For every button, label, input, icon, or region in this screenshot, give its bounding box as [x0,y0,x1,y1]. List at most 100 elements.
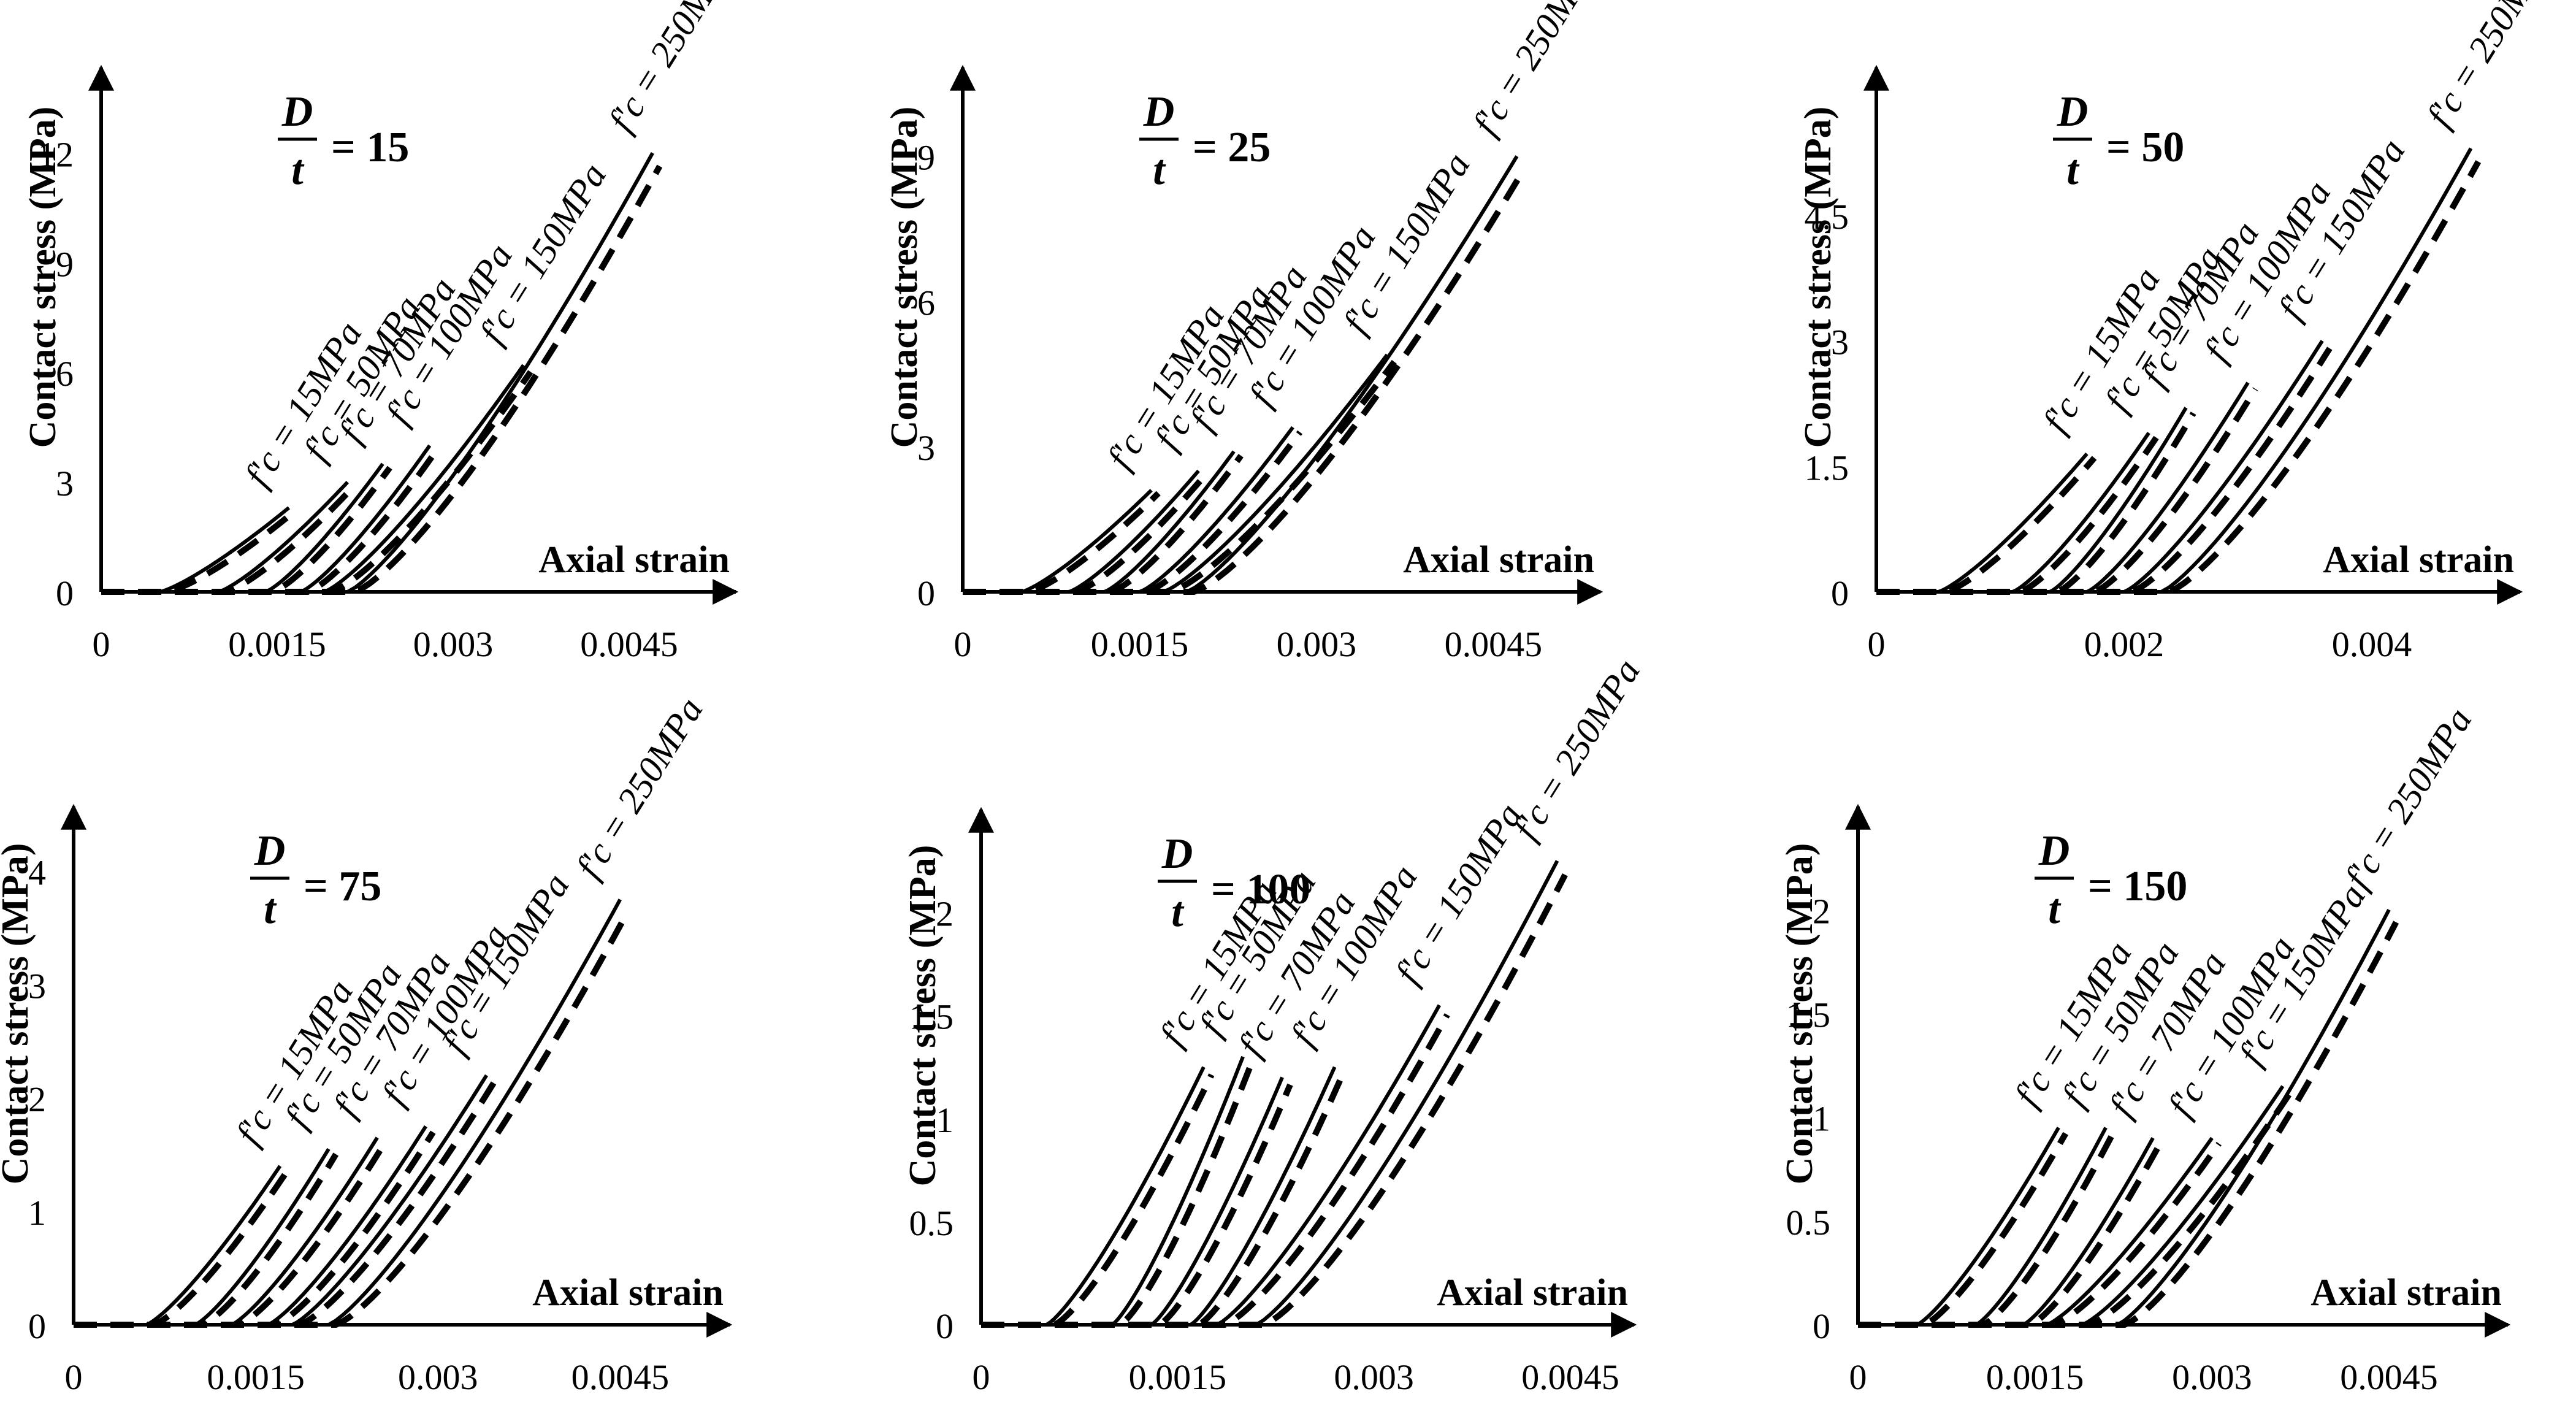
x-axis-label: Axial strain [2310,1272,2502,1314]
series-3: f'c = 70MPa [1858,944,2234,1328]
curve-dashed [1876,387,2258,595]
series-label: f'c = 250MPa [568,691,711,886]
x-tick-label: 0.003 [398,1357,478,1397]
x-tick-label: 0.0015 [207,1357,305,1397]
curve-dashed [74,911,630,1328]
series-1: f'c = 15MPa [1876,261,2168,595]
curve-solid [1858,1137,2155,1327]
y-tick-label: 4 [28,852,46,892]
y-tick-label: 1 [1813,1099,1830,1139]
series-1: f'c = 15MPa [1858,934,2139,1328]
curve-solid [1876,340,2324,594]
title-numerator: D [1161,830,1193,878]
curve-solid [1858,909,2391,1327]
series-3: f'c = 70MPa [981,884,1363,1328]
curve-solid [74,1165,282,1327]
x-axis-label: Axial strain [2323,539,2514,581]
curve-dashed [101,465,392,595]
title-denominator: t [264,886,277,933]
x-tick-label: 0.003 [1277,624,1357,664]
curve-solid [981,1055,1245,1327]
panel-title: Dt = 100 [1158,830,1310,936]
panel-title: Dt = 75 [250,827,381,933]
curve-dashed [1858,1132,2116,1328]
curve-dashed [101,508,298,595]
y-axis-label: Contact stress (MPa) [884,107,925,448]
curve-solid [101,506,291,594]
series-2: f'c = 50MPa [981,864,1324,1328]
x-tick-label: 0 [1849,1357,1867,1397]
curve-dashed [981,1073,1345,1328]
curve-solid [981,860,1559,1327]
curve-solid [74,1074,489,1327]
curve-dashed [101,164,663,595]
series-label: f'c = 250MPa [1465,0,1608,142]
title-denominator: t [1153,147,1166,194]
curve-dashed [1876,435,2159,595]
title-value: = 25 [1193,124,1271,171]
series-label: f'c = 250MPa [2337,701,2480,896]
title-value: = 75 [304,863,381,910]
y-tick-label: 0 [936,1306,954,1346]
title-numerator: D [1143,88,1175,136]
curve-solid [1876,432,2150,594]
y-tick-label: 9 [917,138,935,178]
curve-solid [1876,147,2473,594]
series-1: f'c = 15MPa [74,973,361,1328]
y-tick-label: 1.5 [909,997,954,1037]
y-tick-label: 1.5 [1786,995,1831,1035]
y-tick-label: 2 [936,894,954,934]
y-tick-label: 0 [1813,1306,1830,1346]
x-tick-label: 0.0045 [2340,1357,2438,1397]
x-axis-label: Axial strain [1437,1272,1628,1314]
panel-2: 0 3 6 9 0 0.0015 0.003 0.0045 Axial strain Contac… [884,0,1607,664]
curve-dashed [963,491,1161,595]
curve-solid [981,1066,1206,1327]
curve-solid [101,364,526,594]
y-tick-label: 6 [56,354,74,394]
curve-dashed [981,1013,1450,1328]
x-tick-label: 0.0015 [1986,1357,2084,1397]
curve-dashed [74,1152,339,1328]
y-tick-label: 0.5 [909,1203,954,1243]
x-axis-label: Axial strain [538,539,730,581]
curve-dashed [963,454,1244,595]
curve-solid [74,898,622,1327]
curve-dashed [101,483,357,595]
curve-solid [1858,1127,2108,1327]
y-tick-label: 6 [917,283,935,323]
title-denominator: t [2066,147,2080,194]
curve-dashed [1876,456,2097,595]
curve-dashed [74,1081,497,1328]
title-numerator: D [2057,88,2089,136]
x-tick-label: 0.0045 [1445,624,1543,664]
panel-4: 0 1 2 3 4 0 0.0015 0.003 0.0045 Axial strain Conta… [0,691,733,1397]
title-denominator: t [291,147,305,194]
curve-dashed [981,1083,1293,1328]
x-tick-label: 0.0045 [580,624,678,664]
title-denominator: t [2048,886,2062,933]
curve-solid [74,1125,427,1327]
curve-solid [1876,452,2089,594]
y-tick-label: 1 [936,1100,954,1140]
y-tick-label: 0 [56,573,74,613]
y-axis-label: Contact stress (MPa) [1779,843,1821,1185]
y-tick-label: 1.5 [1805,448,1849,488]
curve-solid [74,1147,331,1327]
curve-solid [1876,407,2188,594]
curve-solid [963,155,1519,594]
panel-title: Dt = 25 [1139,88,1271,194]
curve-solid [1858,1127,2060,1327]
title-numerator: D [254,827,286,875]
y-tick-label: 4.5 [1805,197,1849,237]
curve-solid [963,353,1389,594]
curve-dashed [1858,1141,2222,1328]
y-tick-label: 2 [1813,891,1830,931]
curve-solid [101,444,432,594]
panel-title: Dt = 150 [2035,827,2187,933]
title-numerator: D [281,88,313,136]
x-tick-label: 0 [93,624,110,664]
title-value: = 150 [2088,863,2187,910]
curve-solid [981,1066,1337,1327]
y-tick-label: 0 [917,573,935,613]
